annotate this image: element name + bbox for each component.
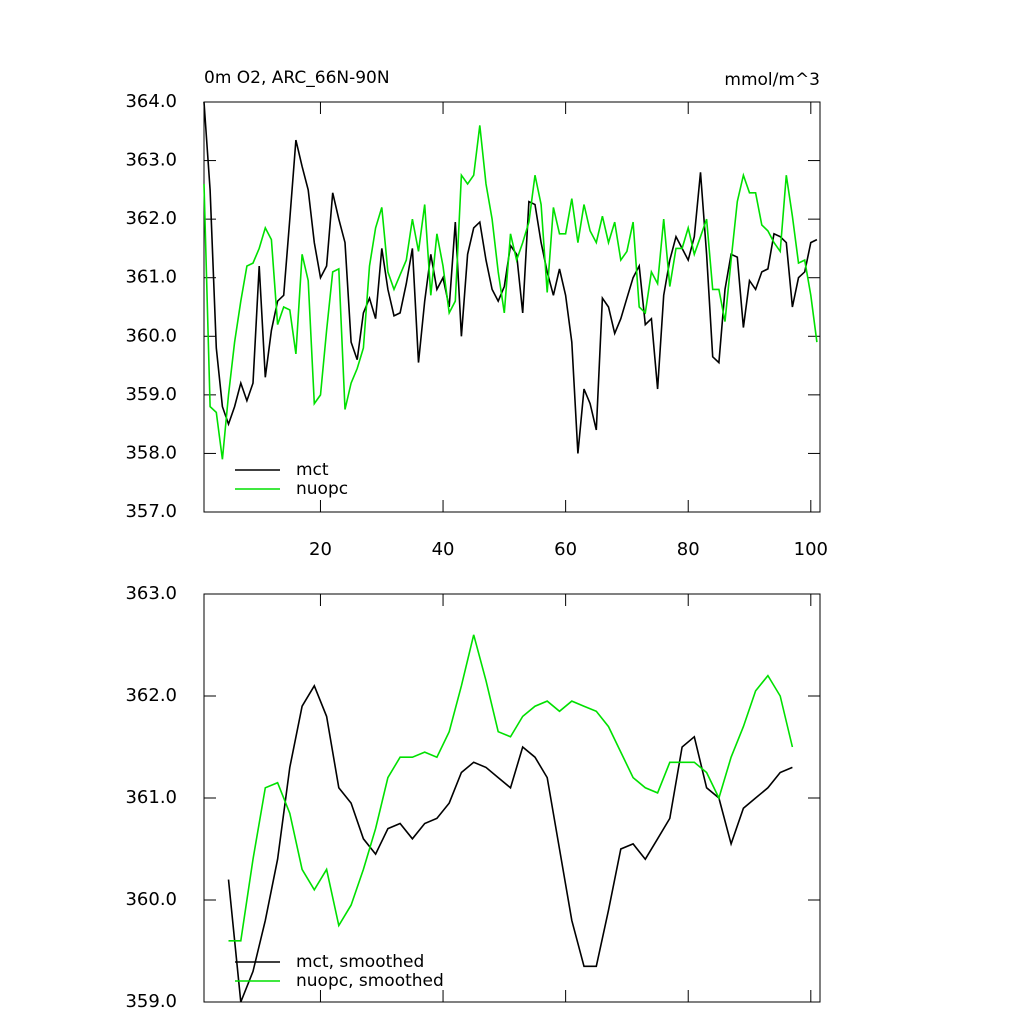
y-tick-label: 363.0: [125, 150, 177, 171]
y-tick-label: 358.0: [125, 442, 177, 463]
x-tick-label: 80: [677, 539, 700, 560]
y-tick-label: 360.0: [125, 325, 177, 346]
legend-label: nuopc: [296, 479, 348, 499]
series-line: [228, 634, 794, 942]
y-tick-label: 361.0: [125, 267, 177, 288]
series-line: [227, 684, 793, 1003]
x-tick-label: 40: [432, 539, 455, 560]
x-tick-label: 20: [309, 539, 332, 560]
series-line: [203, 101, 818, 454]
legend-label: mct: [296, 460, 329, 480]
series-line: [203, 125, 818, 460]
y-tick-label: 363.0: [125, 583, 177, 604]
x-tick-label: 60: [554, 539, 577, 560]
legend-label: nuopc, smoothed: [296, 971, 444, 991]
y-tick-label: 357.0: [125, 501, 177, 522]
legend-label: mct, smoothed: [296, 952, 424, 972]
y-tick-label: 359.0: [125, 384, 177, 405]
y-tick-label: 362.0: [125, 208, 177, 229]
chart-title: 0m O2, ARC_66N-90N: [204, 68, 390, 88]
plot-frame: [203, 593, 821, 1003]
y-tick-label: 364.0: [125, 91, 177, 112]
x-tick-label: 100: [794, 539, 828, 560]
y-tick-label: 362.0: [125, 685, 177, 706]
y-tick-label: 360.0: [125, 889, 177, 910]
plot-frame: [203, 101, 821, 513]
y-tick-label: 359.0: [125, 991, 177, 1012]
y-tick-label: 361.0: [125, 787, 177, 808]
units-label: mmol/m^3: [724, 70, 820, 90]
